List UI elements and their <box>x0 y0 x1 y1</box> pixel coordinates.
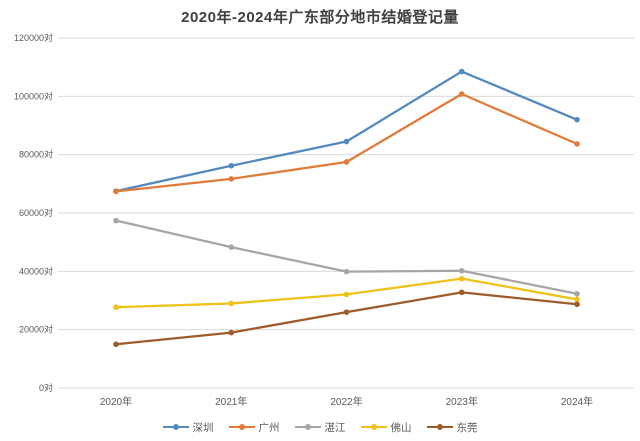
series-line-湛江 <box>114 219 579 295</box>
x-tick-label: 2024年 <box>561 395 593 408</box>
y-tick-label: 80000对 <box>19 149 53 160</box>
legend-marker-icon <box>294 424 321 430</box>
legend-marker-icon <box>360 424 387 430</box>
data-point-佛山 <box>574 296 580 303</box>
data-point-深圳 <box>343 138 350 145</box>
legend-label: 佛山 <box>390 421 412 434</box>
y-tick-label: 120000对 <box>14 32 53 43</box>
legend-label: 东莞 <box>456 421 478 434</box>
x-tick-label: 2020年 <box>100 395 132 408</box>
series-line-深圳 <box>114 70 579 193</box>
data-point-佛山 <box>458 275 465 282</box>
data-point-东莞 <box>574 301 580 308</box>
legend-label: 湛江 <box>324 421 346 434</box>
data-point-东莞 <box>113 341 119 348</box>
data-point-广州 <box>343 159 350 165</box>
data-point-深圳 <box>228 162 235 169</box>
legend-marker-icon <box>228 424 255 430</box>
y-tick-label: 0对 <box>39 382 53 393</box>
data-point-佛山 <box>113 304 119 311</box>
data-point-深圳 <box>458 68 465 75</box>
data-point-湛江 <box>228 244 235 250</box>
x-tick-label: 2021年 <box>215 395 247 408</box>
data-point-广州 <box>458 91 465 97</box>
data-point-东莞 <box>458 289 465 296</box>
data-point-佛山 <box>228 300 235 307</box>
legend-marker-icon <box>162 424 189 430</box>
x-tick-label: 2022年 <box>330 395 362 408</box>
x-tick-label: 2023年 <box>446 395 478 408</box>
legend-item-东莞: 东莞 <box>426 420 478 435</box>
data-point-佛山 <box>343 291 350 298</box>
data-point-东莞 <box>228 329 235 336</box>
legend-item-深圳: 深圳 <box>162 420 214 435</box>
y-tick-label: 100000对 <box>14 90 53 101</box>
data-point-深圳 <box>574 116 580 123</box>
legend-label: 广州 <box>258 421 280 434</box>
data-point-广州 <box>228 176 235 182</box>
chart-title: 2020年-2024年广东部分地市结婚登记量 <box>181 9 459 26</box>
data-point-湛江 <box>574 290 580 297</box>
legend-item-佛山: 佛山 <box>360 420 412 435</box>
legend-item-湛江: 湛江 <box>294 420 346 435</box>
legend-item-广州: 广州 <box>228 420 280 435</box>
y-tick-label: 40000对 <box>19 265 53 276</box>
data-point-湛江 <box>343 268 350 275</box>
legend-label: 深圳 <box>192 421 214 434</box>
y-tick-label: 20000对 <box>19 324 53 335</box>
data-point-湛江 <box>113 217 119 224</box>
y-tick-label: 60000对 <box>19 207 53 218</box>
data-point-广州 <box>113 188 119 195</box>
legend-marker-icon <box>426 424 453 430</box>
data-point-湛江 <box>458 267 465 274</box>
data-point-东莞 <box>343 309 350 315</box>
series-line-东莞 <box>114 291 579 346</box>
chart-legend: 深圳 广州 湛江 佛山 东莞 <box>0 417 640 437</box>
data-point-广州 <box>574 141 580 147</box>
